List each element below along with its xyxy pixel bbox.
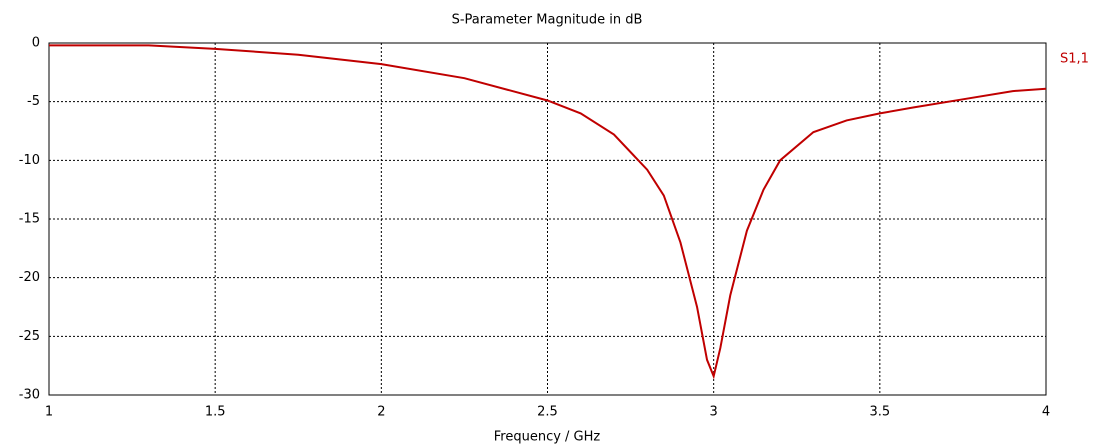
x-tick-label: 1 [45,405,53,420]
y-tick-label: -30 [19,388,40,403]
x-axis-label: Frequency / GHz [494,430,601,445]
y-tick-label: -10 [19,153,40,168]
legend-label: S1,1 [1060,52,1089,67]
chart-title: S-Parameter Magnitude in dB [452,13,643,28]
y-tick-label: -20 [19,270,40,285]
plot-frame [48,42,1047,396]
x-tick-label: 3 [710,405,718,420]
data-line [49,44,1047,380]
x-tick-label: 2 [377,405,385,420]
x-tick-label: 1.5 [205,405,226,420]
y-tick-label: 0 [32,36,40,51]
y-tick-label: -25 [19,329,40,344]
x-tick-label: 2.5 [537,405,558,420]
x-tick-label: 4 [1042,405,1050,420]
x-tick-label: 3.5 [869,405,890,420]
y-tick-label: -5 [27,94,40,109]
y-tick-label: -15 [19,212,40,227]
